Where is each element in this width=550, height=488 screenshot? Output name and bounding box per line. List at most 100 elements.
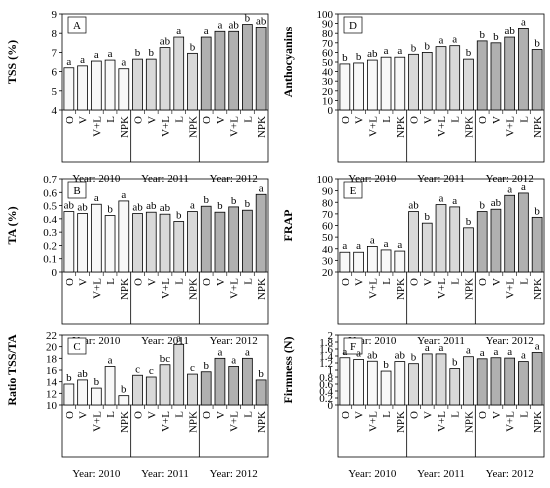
significance-letter: b xyxy=(411,42,417,54)
y-tick-label: 1 xyxy=(328,365,334,377)
y-axis-label: Firmness (N) xyxy=(281,337,295,404)
bar xyxy=(380,56,392,111)
bar xyxy=(449,368,461,406)
significance-letter: a xyxy=(217,346,222,358)
category-label: O xyxy=(133,278,145,286)
category-label: L xyxy=(242,411,254,418)
category-label: V+L xyxy=(505,411,517,432)
bar xyxy=(63,67,75,111)
bar xyxy=(255,27,267,111)
category-label: V xyxy=(78,278,90,286)
y-tick-label: 40 xyxy=(322,244,334,256)
category-label: O xyxy=(64,411,76,419)
bar xyxy=(104,366,116,406)
category-label: V xyxy=(354,278,366,286)
category-label: V xyxy=(491,411,503,419)
category-label: V+L xyxy=(436,411,448,432)
plot-frame xyxy=(61,178,269,325)
significance-letter: ab xyxy=(256,15,267,27)
y-tick-label: 18 xyxy=(46,353,58,365)
y-tick-label: 90 xyxy=(322,19,334,31)
bar xyxy=(200,371,212,406)
significance-letter: c xyxy=(135,363,140,375)
significance-letter: a xyxy=(80,54,85,66)
y-tick-label: 0 xyxy=(328,400,334,412)
significance-letter: a xyxy=(259,182,264,194)
y-tick-label: 16 xyxy=(46,365,58,377)
panel-letter: E xyxy=(350,185,357,197)
significance-letter: a xyxy=(121,189,126,201)
category-label: O xyxy=(133,116,145,124)
bar xyxy=(490,357,502,406)
panel-b: 00.10.20.30.40.50.60.7TA (%)BabOabVaV+Lb… xyxy=(5,174,269,347)
plot-frame xyxy=(337,178,545,325)
bar xyxy=(408,53,419,111)
category-label: V+L xyxy=(436,116,448,137)
category-label: O xyxy=(201,278,213,286)
y-tick-label: 0.2 xyxy=(43,240,57,252)
significance-letter: a xyxy=(384,45,389,57)
significance-letter: a xyxy=(439,193,444,205)
bar xyxy=(242,24,253,111)
bar xyxy=(77,213,88,273)
category-label: V xyxy=(491,116,503,124)
significance-letter: a xyxy=(439,35,444,47)
y-tick-label: 0.1 xyxy=(43,254,57,266)
bar xyxy=(531,352,543,406)
year-label: Year: 2010 xyxy=(348,468,397,480)
significance-letter: b xyxy=(94,376,100,388)
y-tick-label: 10 xyxy=(322,95,334,107)
bar xyxy=(366,59,378,111)
significance-letter: ab xyxy=(64,200,75,212)
significance-letter: a xyxy=(535,341,540,353)
significance-letter: b xyxy=(425,40,431,52)
bar xyxy=(242,357,253,406)
bar xyxy=(90,387,102,406)
y-tick-label: 20 xyxy=(322,86,334,98)
significance-letter: b xyxy=(534,205,540,217)
y-tick-label: 0 xyxy=(52,267,58,279)
significance-letter: ab xyxy=(504,25,515,37)
significance-letter: b xyxy=(176,210,182,222)
significance-letter: a xyxy=(176,25,181,37)
bar xyxy=(353,359,364,406)
significance-letter: b xyxy=(190,41,196,53)
significance-letter: b xyxy=(245,198,251,210)
bar xyxy=(339,357,351,406)
significance-letter: a xyxy=(108,48,113,60)
significance-letter: a xyxy=(452,34,457,46)
category-label: L xyxy=(381,411,393,418)
bar xyxy=(187,373,198,406)
bar xyxy=(476,358,488,406)
significance-letter: a xyxy=(356,240,361,252)
category-label: NPK xyxy=(187,278,199,300)
significance-letter: b xyxy=(356,51,362,63)
category-label: NPK xyxy=(119,411,131,433)
y-tick-label: 90 xyxy=(322,186,334,198)
bar xyxy=(490,208,502,273)
y-tick-label: 0.5 xyxy=(43,201,57,213)
category-label: O xyxy=(477,411,489,419)
bar xyxy=(449,45,461,111)
category-label: O xyxy=(64,278,76,286)
significance-letter: b xyxy=(493,31,499,43)
category-label: NPK xyxy=(187,116,199,138)
significance-letter: b xyxy=(466,216,472,228)
bar xyxy=(408,211,419,273)
category-label: NPK xyxy=(256,411,268,433)
category-label: O xyxy=(201,116,213,124)
significance-letter: a xyxy=(507,183,512,195)
bar xyxy=(463,227,474,273)
category-label: L xyxy=(381,116,393,123)
y-axis-label: FRAP xyxy=(281,210,295,242)
panel-letter-box xyxy=(343,16,363,34)
significance-letter: b xyxy=(411,352,417,364)
significance-letter: b xyxy=(258,368,264,380)
category-label: O xyxy=(409,411,421,419)
bar xyxy=(366,246,378,273)
y-tick-label: 1.4 xyxy=(319,351,333,363)
y-tick-label: 9 xyxy=(52,9,58,21)
y-tick-label: 2 xyxy=(328,330,334,342)
bar xyxy=(173,343,185,406)
category-label: NPK xyxy=(532,278,544,300)
